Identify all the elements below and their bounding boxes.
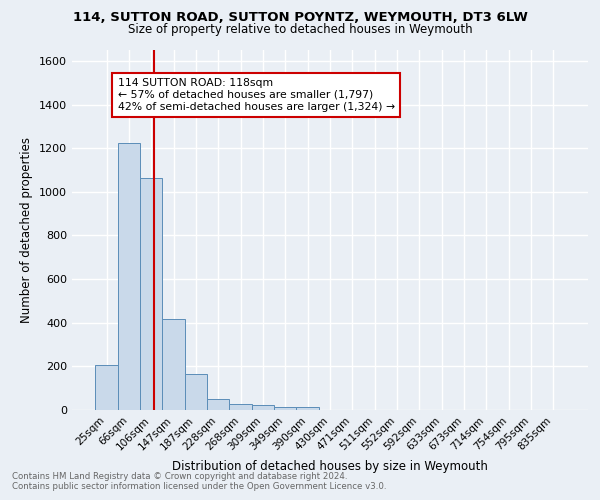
- Bar: [140, 178, 163, 410]
- Text: 114, SUTTON ROAD, SUTTON POYNTZ, WEYMOUTH, DT3 6LW: 114, SUTTON ROAD, SUTTON POYNTZ, WEYMOUT…: [73, 11, 527, 24]
- Bar: [118, 142, 140, 410]
- Bar: [95, 366, 118, 410]
- Bar: [207, 399, 229, 410]
- Text: 114 SUTTON ROAD: 118sqm
← 57% of detached houses are smaller (1,797)
42% of semi: 114 SUTTON ROAD: 118sqm ← 57% of detache…: [118, 78, 395, 112]
- X-axis label: Distribution of detached houses by size in Weymouth: Distribution of detached houses by size …: [172, 460, 488, 473]
- Text: Size of property relative to detached houses in Weymouth: Size of property relative to detached ho…: [128, 22, 472, 36]
- Bar: [252, 405, 274, 410]
- Text: Contains HM Land Registry data © Crown copyright and database right 2024.: Contains HM Land Registry data © Crown c…: [12, 472, 347, 481]
- Y-axis label: Number of detached properties: Number of detached properties: [20, 137, 34, 323]
- Bar: [274, 406, 296, 410]
- Bar: [185, 374, 207, 410]
- Bar: [229, 404, 252, 410]
- Bar: [163, 320, 185, 410]
- Text: Contains public sector information licensed under the Open Government Licence v3: Contains public sector information licen…: [12, 482, 386, 491]
- Bar: [296, 406, 319, 410]
